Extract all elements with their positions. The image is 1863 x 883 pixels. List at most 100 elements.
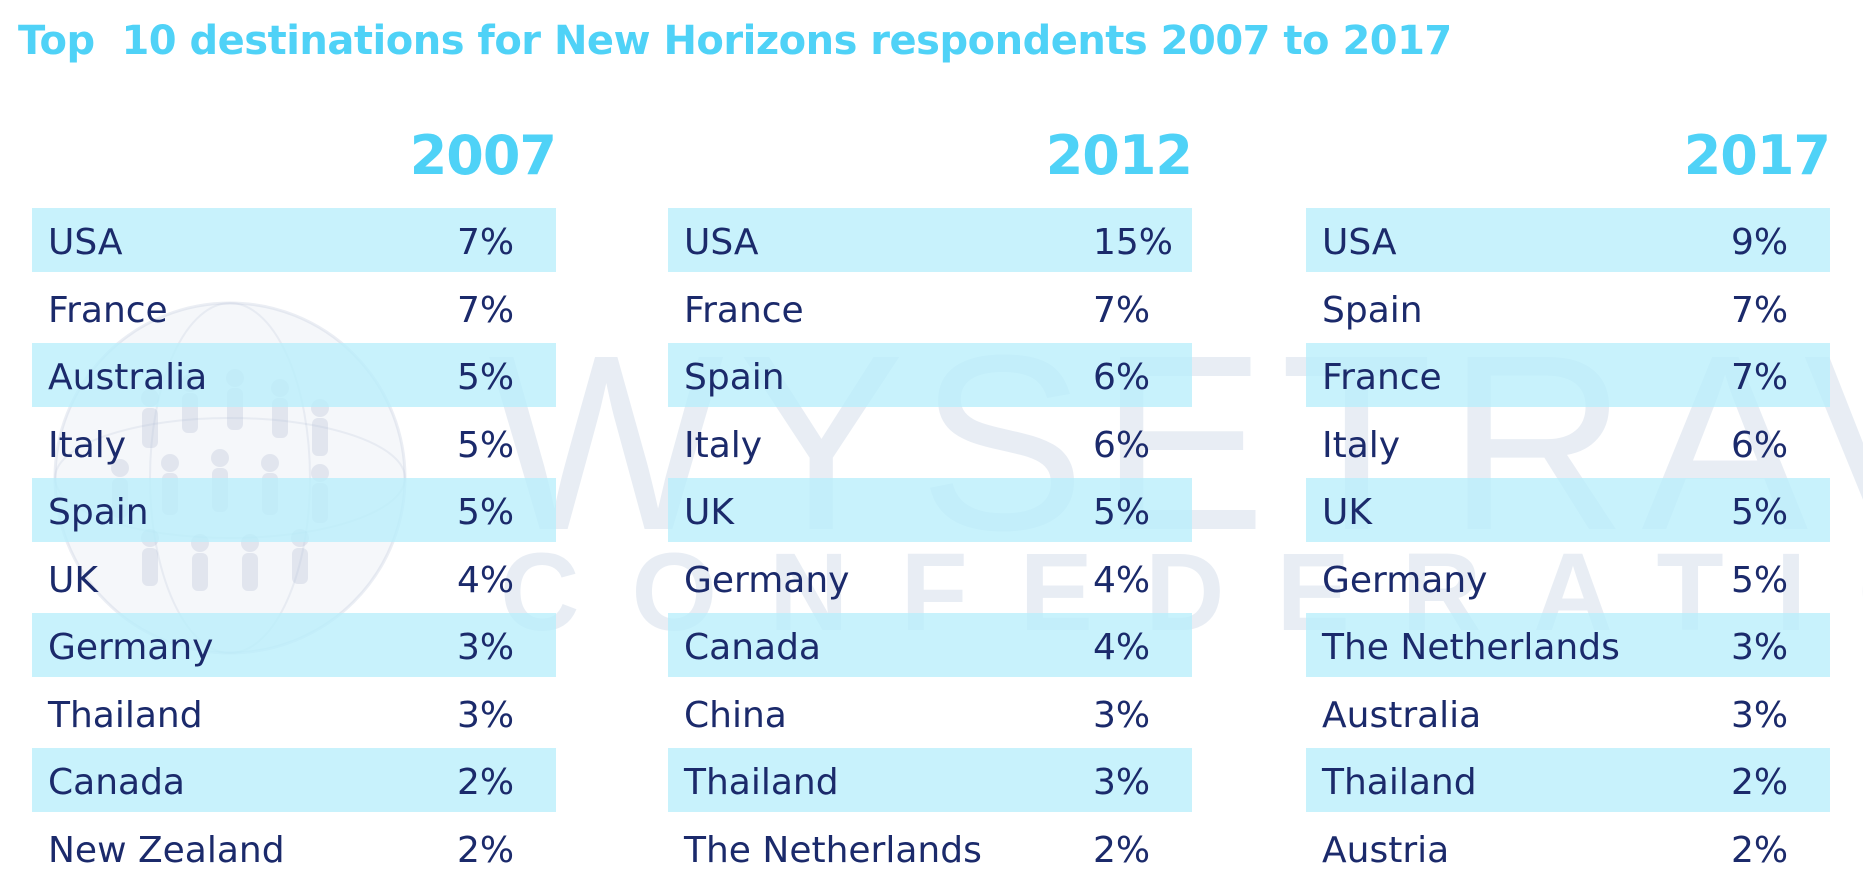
destinations-list: USA 9% Spain 7% France 7% Italy 6% UK 5% Germ… [1306,208,1830,883]
country-label: UK [684,492,734,533]
country-label: Italy [684,425,762,466]
share-value: 6% [1093,357,1150,398]
share-value: 2% [1731,830,1788,871]
share-value: 5% [457,425,514,466]
share-value: 3% [1093,762,1150,803]
destinations-list: USA 15% France 7% Spain 6% Italy 6% UK 5% Ger… [668,208,1192,883]
table-row: China 3% [668,681,1192,749]
share-value: 7% [1731,290,1788,331]
table-row: Germany 4% [668,546,1192,614]
share-value: 2% [457,830,514,871]
share-value: 5% [1093,492,1150,533]
table-row: USA 9% [1306,208,1830,272]
share-value: 3% [1731,695,1788,736]
year-heading: 2017 [1306,120,1830,208]
country-label: France [684,290,804,331]
country-label: Austria [1322,830,1449,871]
table-row: France 7% [1306,343,1830,407]
share-value: 6% [1731,425,1788,466]
country-label: Spain [1322,290,1423,331]
country-label: Thailand [684,762,839,803]
panel-2012: 2012 USA 15% France 7% Spain 6% Italy 6% UK 5… [668,120,1192,883]
table-row: The Netherlands 3% [1306,613,1830,677]
country-label: The Netherlands [1322,627,1620,668]
table-row: UK 4% [32,546,556,614]
table-row: Thailand 3% [32,681,556,749]
country-label: Germany [1322,560,1487,601]
share-value: 5% [457,492,514,533]
country-label: USA [684,222,759,263]
country-label: Germany [48,627,213,668]
table-row: New Zealand 2% [32,816,556,883]
table-row: France 7% [32,276,556,344]
table-row: Canada 2% [32,748,556,812]
panel-2007: 2007 USA 7% France 7% Australia 5% Italy 5% … [32,120,556,883]
country-label: USA [48,222,123,263]
table-row: Italy 6% [668,411,1192,479]
share-value: 9% [1731,222,1788,263]
panel-2017: 2017 USA 9% Spain 7% France 7% Italy 6% UK 5%… [1306,120,1830,883]
share-value: 5% [457,357,514,398]
page-title: Top 10 destinations for New Horizons res… [18,18,1452,64]
country-label: China [684,695,787,736]
destinations-list: USA 7% France 7% Australia 5% Italy 5% Spain… [32,208,556,883]
country-label: Australia [48,357,207,398]
country-label: USA [1322,222,1397,263]
country-label: France [1322,357,1442,398]
table-row: Germany 5% [1306,546,1830,614]
country-label: Thailand [48,695,203,736]
table-row: UK 5% [1306,478,1830,542]
share-value: 3% [457,695,514,736]
table-row: The Netherlands 2% [668,816,1192,883]
share-value: 7% [1093,290,1150,331]
share-value: 4% [1093,560,1150,601]
share-value: 5% [1731,560,1788,601]
share-value: 5% [1731,492,1788,533]
share-value: 3% [457,627,514,668]
table-row: Spain 7% [1306,276,1830,344]
table-row: Austria 2% [1306,816,1830,883]
country-label: Spain [684,357,785,398]
share-value: 2% [1731,762,1788,803]
country-label: UK [1322,492,1372,533]
table-row: USA 15% [668,208,1192,272]
country-label: UK [48,560,98,601]
table-row: Germany 3% [32,613,556,677]
country-label: Canada [684,627,821,668]
share-value: 7% [457,222,514,263]
table-row: UK 5% [668,478,1192,542]
table-row: Canada 4% [668,613,1192,677]
share-value: 3% [1093,695,1150,736]
table-row: Australia 5% [32,343,556,407]
share-value: 2% [457,762,514,803]
table-row: Italy 5% [32,411,556,479]
year-heading: 2007 [32,120,556,208]
table-row: Spain 5% [32,478,556,542]
table-row: Thailand 2% [1306,748,1830,812]
country-label: The Netherlands [684,830,982,871]
country-label: Italy [48,425,126,466]
country-label: France [48,290,168,331]
table-row: Italy 6% [1306,411,1830,479]
share-value: 7% [457,290,514,331]
country-label: Germany [684,560,849,601]
share-value: 3% [1731,627,1788,668]
share-value: 15% [1093,222,1173,263]
country-label: Thailand [1322,762,1477,803]
share-value: 2% [1093,830,1150,871]
table-row: USA 7% [32,208,556,272]
share-value: 4% [457,560,514,601]
table-row: Thailand 3% [668,748,1192,812]
country-label: Australia [1322,695,1481,736]
share-value: 4% [1093,627,1150,668]
table-row: Spain 6% [668,343,1192,407]
table-row: France 7% [668,276,1192,344]
country-label: Italy [1322,425,1400,466]
share-value: 6% [1093,425,1150,466]
country-label: Canada [48,762,185,803]
country-label: New Zealand [48,830,285,871]
country-label: Spain [48,492,149,533]
share-value: 7% [1731,357,1788,398]
table-row: Australia 3% [1306,681,1830,749]
year-heading: 2012 [668,120,1192,208]
